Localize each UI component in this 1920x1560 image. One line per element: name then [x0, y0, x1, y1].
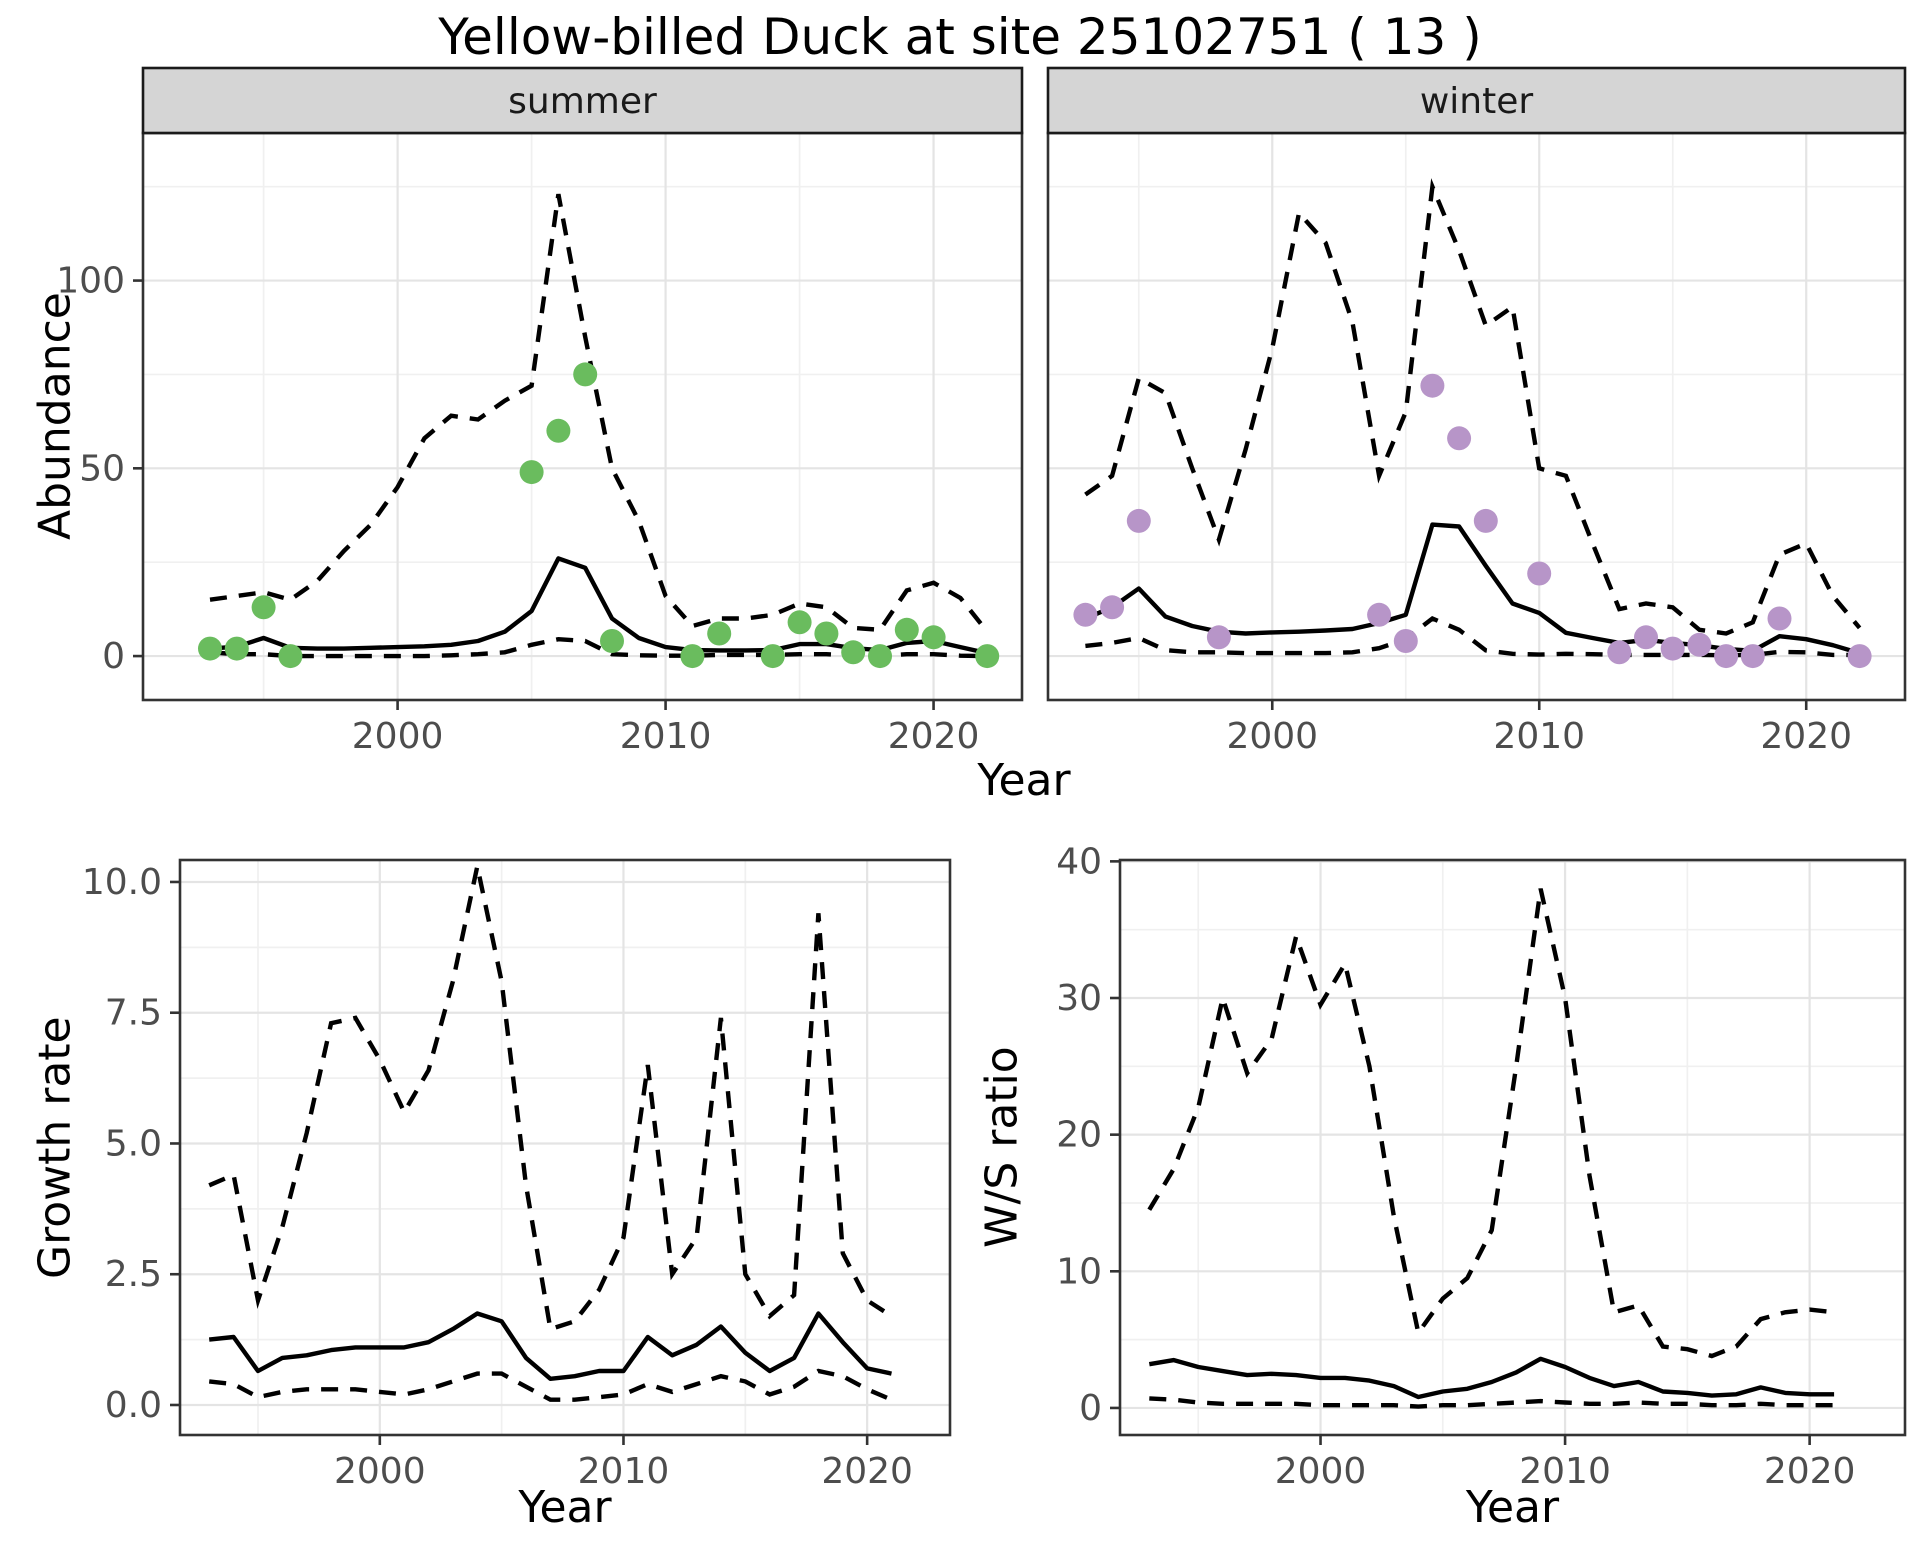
- ws-ratio-upper-ci-line: [1147, 888, 1835, 1359]
- growth-rate-lower-ci-line: [208, 1368, 893, 1402]
- abundance-winter-observation-point: [1660, 636, 1685, 661]
- abundance-summer-x-tick-label: 2020: [888, 716, 980, 757]
- ws-ratio-x-tick-label: 2010: [1519, 1451, 1611, 1492]
- growth-rate-median-line: [208, 1311, 892, 1381]
- abundance-summer-observation-point: [600, 629, 624, 653]
- abundance-summer-observation-point: [787, 610, 812, 635]
- abundance-winter-observation-point: [1393, 629, 1418, 653]
- abundance-summer-x-tick-label: 2010: [620, 716, 712, 757]
- growth-rate-chart: 2000 2010 2020 0.0 2.5 5.0 7.5 10.0: [82, 858, 952, 1492]
- x-axis-title-year-ws: Year: [1465, 1482, 1560, 1533]
- abundance-winter-observation-point: [1473, 508, 1498, 533]
- abundance-winter-chart: 2000 2010 2020 winter: [1046, 66, 1907, 757]
- abundance-summer-chart: 2000 2010 2020 0 50 100 summer: [56, 66, 1024, 757]
- abundance-winter-observation-point: [1073, 602, 1098, 627]
- growth-rate-x-tick-label: 2020: [821, 1451, 913, 1492]
- abundance-summer-facet-strip: [141, 66, 1024, 135]
- abundance-summer-x-tick-label: 2000: [352, 716, 444, 757]
- abundance-winter-x-tick-label: 2000: [1226, 716, 1318, 757]
- abundance-summer-y-tick-label: 0: [102, 636, 125, 677]
- abundance-summer-observation-point: [546, 418, 571, 443]
- abundance-winter-x-tick-label: 2010: [1493, 716, 1585, 757]
- growth-rate-upper-ci-line: [208, 865, 893, 1332]
- abundance-winter-observation-point: [1126, 508, 1151, 533]
- abundance-winter-observation-point: [1420, 373, 1445, 398]
- abundance-winter-upper-ci-line: [1084, 178, 1862, 636]
- abundance-winter-observation-point: [1100, 595, 1125, 620]
- y-axis-title-ws-ratio: W/S ratio: [976, 1046, 1028, 1249]
- growth-rate-y-tick-label: 7.5: [105, 993, 162, 1034]
- abundance-winter-observation-point: [1767, 606, 1792, 631]
- ws-ratio-x-tick-label: 2000: [1275, 1451, 1367, 1492]
- abundance-summer-observation-point: [251, 595, 276, 620]
- growth-rate-panel-border: [178, 858, 952, 1437]
- ws-ratio-y-tick-label: 0: [1079, 1388, 1102, 1429]
- y-axis-title-growth-rate: Growth rate: [29, 1016, 81, 1279]
- abundance-summer-observation-point: [894, 617, 919, 642]
- abundance-summer-panel-bg: [143, 133, 1022, 700]
- abundance-winter-observation-point: [1206, 625, 1231, 650]
- abundance-summer-observation-point: [921, 625, 946, 650]
- abundance-winter-observation-point: [1847, 644, 1872, 669]
- abundance-summer-observation-point: [573, 362, 598, 387]
- abundance-winter-facet-strip-label: winter: [1420, 81, 1534, 122]
- ws-ratio-panel-border: [1118, 858, 1907, 1437]
- abundance-summer-facet-strip-label: summer: [508, 81, 657, 122]
- growth-rate-x-tick-label: 2000: [334, 1451, 426, 1492]
- ws-ratio-chart: 2000 2010 2020 0 10 20 30 40: [1056, 841, 1907, 1492]
- ws-ratio-y-tick-label: 40: [1056, 841, 1102, 882]
- x-axis-title-year-growth: Year: [518, 1482, 612, 1533]
- abundance-winter-lower-ci-line: [1085, 615, 1860, 658]
- ws-ratio-y-tick-label: 10: [1056, 1251, 1102, 1292]
- ws-ratio-x-tick-label: 2020: [1764, 1451, 1856, 1492]
- abundance-summer-observation-point: [198, 636, 222, 661]
- abundance-summer-y-tick-label: 50: [79, 448, 125, 489]
- ws-ratio-y-tick-label: 20: [1056, 1115, 1102, 1156]
- abundance-summer-observation-point: [519, 460, 544, 485]
- abundance-summer-observation-point: [278, 644, 303, 669]
- abundance-summer-observation-point: [975, 644, 1000, 669]
- abundance-winter-observation-point: [1740, 644, 1765, 669]
- abundance-winter-facet-strip: [1046, 66, 1907, 135]
- growth-rate-y-tick-label: 2.5: [105, 1254, 162, 1295]
- abundance-winter-observation-point: [1687, 632, 1712, 657]
- y-axis-title-abundance: Abundance: [29, 292, 81, 541]
- abundance-winter-observation-point: [1714, 644, 1739, 669]
- growth-rate-x-tick-label: 2010: [578, 1451, 670, 1492]
- abundance-winter-panel-bg: [1048, 133, 1905, 700]
- abundance-winter-observation-point: [1367, 602, 1392, 627]
- abundance-winter-observation-point: [1634, 625, 1658, 650]
- abundance-winter-observation-point: [1607, 640, 1632, 665]
- abundance-winter-observation-point: [1527, 561, 1552, 586]
- abundance-winter-x-tick-label: 2020: [1760, 716, 1852, 757]
- x-axis-title-year-top: Year: [977, 755, 1071, 806]
- abundance-summer-observation-point: [680, 644, 705, 669]
- abundance-winter-observation-point: [1447, 426, 1472, 451]
- growth-rate-y-tick-label: 0.0: [105, 1385, 162, 1426]
- abundance-summer-observation-point: [868, 644, 892, 669]
- abundance-summer-observation-point: [841, 640, 866, 665]
- abundance-summer-observation-point: [814, 621, 839, 646]
- abundance-summer-observation-point: [224, 636, 249, 661]
- abundance-summer-observation-point: [760, 644, 785, 669]
- ws-ratio-panel-bg: [1120, 860, 1905, 1435]
- growth-rate-y-tick-label: 5.0: [105, 1123, 162, 1164]
- ws-ratio-y-tick-label: 30: [1056, 978, 1102, 1019]
- abundance-summer-upper-ci-line: [209, 193, 989, 634]
- ws-ratio-median-line: [1148, 1356, 1835, 1400]
- abundance-summer-observation-point: [707, 621, 732, 646]
- page-title: Yellow-billed Duck at site 25102751 ( 13…: [438, 8, 1482, 66]
- growth-rate-y-tick-label: 10.0: [82, 862, 162, 903]
- abundance-summer-y-tick-label: 100: [56, 261, 125, 302]
